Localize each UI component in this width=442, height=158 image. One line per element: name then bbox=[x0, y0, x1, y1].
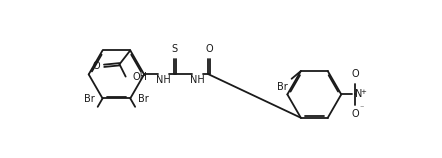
Text: OH: OH bbox=[133, 72, 148, 82]
Text: O: O bbox=[351, 69, 359, 79]
Text: O: O bbox=[351, 109, 359, 119]
Text: Br: Br bbox=[138, 94, 149, 104]
Text: N: N bbox=[355, 89, 362, 99]
Text: ⁻: ⁻ bbox=[359, 104, 363, 113]
Text: NH: NH bbox=[190, 75, 205, 85]
Text: Br: Br bbox=[84, 94, 95, 104]
Text: NH: NH bbox=[156, 75, 171, 85]
Text: O: O bbox=[93, 61, 100, 71]
Text: +: + bbox=[361, 89, 366, 95]
Text: Br: Br bbox=[277, 82, 288, 92]
Text: S: S bbox=[172, 44, 178, 54]
Text: O: O bbox=[205, 44, 213, 54]
